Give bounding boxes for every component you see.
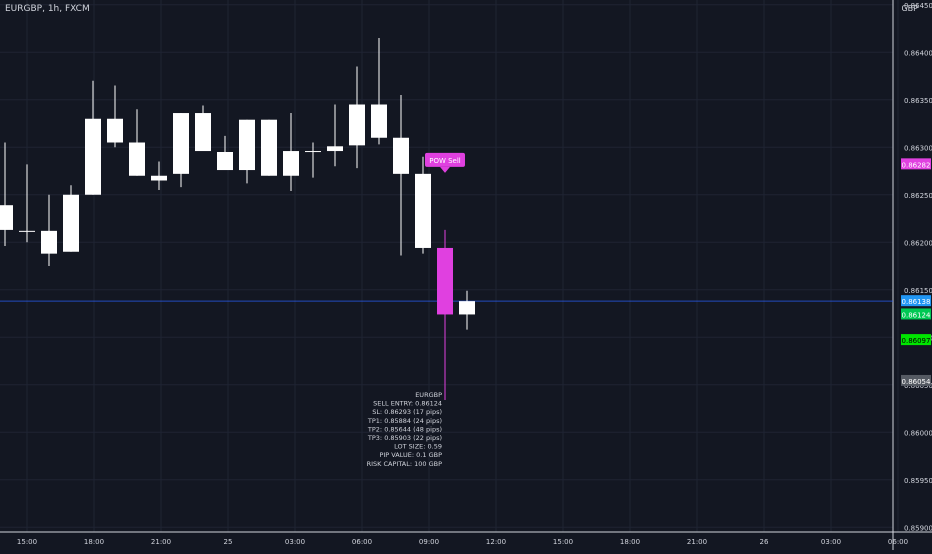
price-badge-label: 0.86054 [902,378,931,386]
candle-body[interactable] [349,104,365,146]
x-tick-label: 15:00 [553,538,573,546]
y-tick-label: 0.86300 [904,144,932,152]
annotation-line: SELL ENTRY: 0.86124 [373,400,442,408]
signal-flag-pointer [440,166,450,173]
annotation-line: RISK CAPITAL: 100 GBP [367,460,442,468]
candle-body[interactable] [217,152,233,171]
candle-body[interactable] [19,230,35,232]
y-tick-label: 0.86000 [904,429,932,437]
candle-body[interactable] [41,230,57,254]
candle-body[interactable] [327,146,343,152]
y-tick-label: 0.86150 [904,287,932,295]
y-tick-label: 0.86200 [904,239,932,247]
signal-label: POW Sell [429,157,461,165]
price-badge-sl [901,158,931,170]
candle-body[interactable] [63,194,79,252]
x-tick-label: 18:00 [620,538,640,546]
x-tick-label: 15:00 [17,538,37,546]
x-tick-label: 21:00 [151,538,171,546]
price-badge-current [901,295,931,307]
annotation-line: EURGBP [415,391,442,399]
candle-body[interactable] [393,137,409,174]
candle-body[interactable] [0,205,13,230]
candle-body[interactable] [283,151,299,176]
price-badge-tp [901,334,931,346]
x-tick-label: 09:00 [419,538,439,546]
candle-body[interactable] [371,104,387,138]
price-badge-label: 0.86124 [902,311,931,319]
currency-label: GBP [901,4,918,13]
price-badge-label: 0.86097 [902,337,931,345]
y-tick-label: 0.86250 [904,192,932,200]
x-tick-label: 03:00 [821,538,841,546]
x-tick-label: 21:00 [687,538,707,546]
signal-flag[interactable] [425,152,465,167]
y-tick-label: 0.85900 [904,524,932,532]
x-tick-label: 03:00 [285,538,305,546]
annotation-line: TP3: 0.85903 (22 pips) [367,434,442,442]
annotation-line: PIP VALUE: 0.1 GBP [379,451,442,459]
price-badge-label: 0.86138 [902,298,931,306]
annotation-line: LOT SIZE: 0.59 [394,443,442,451]
price-badge-label: 0.86282 [902,161,931,169]
candle-body[interactable] [459,301,475,315]
y-tick-label: 0.86400 [904,49,932,57]
price-badge-entry [901,308,931,320]
candle-body[interactable] [239,119,255,171]
y-tick-label: 0.86450 [904,2,932,10]
price-badge-low [901,374,931,386]
candle-body[interactable] [173,113,189,174]
symbol-title: EURGBP, 1h, FXCM [5,4,90,14]
x-tick-label: 06:00 [888,538,908,546]
candle-body[interactable] [129,142,145,176]
candle-body[interactable] [415,173,431,248]
y-tick-label: 0.86350 [904,97,932,105]
x-tick-label: 25 [224,538,233,546]
x-tick-label: 18:00 [84,538,104,546]
x-tick-label: 12:00 [486,538,506,546]
candle-body[interactable] [305,151,321,153]
x-tick-label: 06:00 [352,538,372,546]
x-tick-label: 26 [760,538,769,546]
annotation-line: TP1: 0.85884 (24 pips) [367,417,442,425]
candle-body[interactable] [261,119,277,176]
candle-body[interactable] [437,247,453,315]
candle-body[interactable] [151,175,167,181]
annotation-line: SL: 0.86293 (17 pips) [372,408,442,416]
y-tick-label: 0.85950 [904,477,932,485]
candle-body[interactable] [85,118,101,195]
candle-body[interactable] [195,113,211,152]
candle-body[interactable] [107,118,123,143]
annotation-line: TP2: 0.85644 (48 pips) [367,425,442,433]
